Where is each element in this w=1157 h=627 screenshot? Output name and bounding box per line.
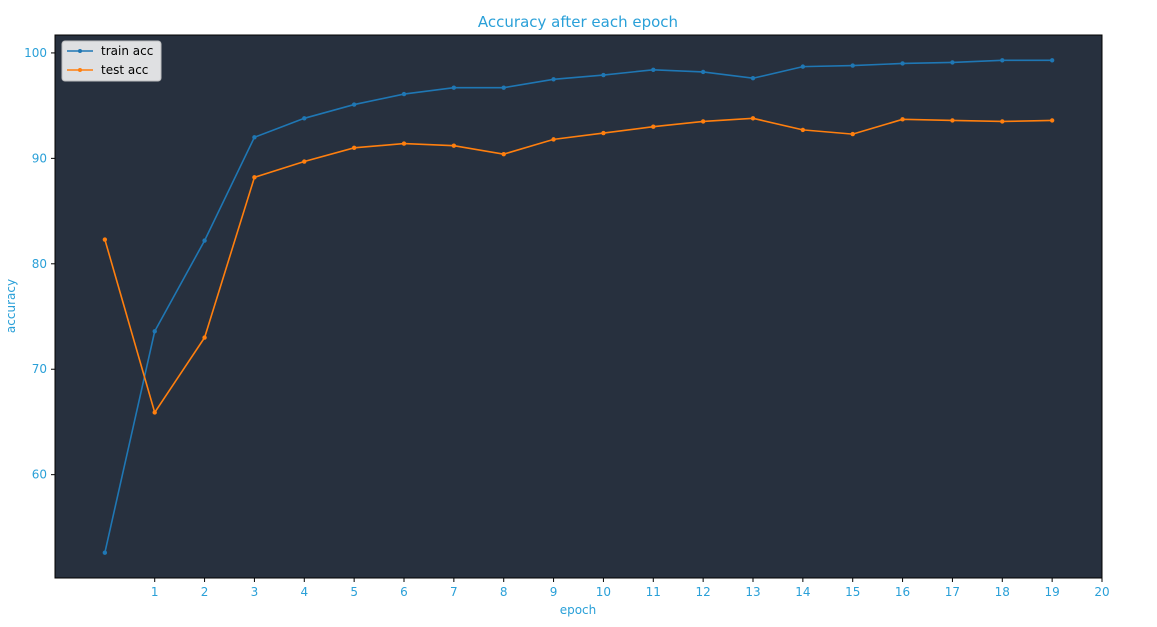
data-point-test-acc — [651, 124, 656, 129]
data-point-test-acc — [900, 117, 905, 122]
data-point-train-acc — [302, 116, 307, 121]
data-point-test-acc — [102, 237, 108, 242]
legend-marker-test — [78, 68, 82, 72]
data-point-test-acc — [750, 116, 756, 121]
x-tick-label: 2 — [201, 585, 209, 599]
y-axis: 60 70 80 90 100 — [24, 46, 55, 482]
x-tick-label: 6 — [400, 585, 408, 599]
data-point-train-acc — [700, 69, 706, 75]
y-tick-label: 60 — [32, 468, 47, 482]
y-axis-label: accuracy — [4, 279, 18, 333]
x-tick-label: 4 — [300, 585, 308, 599]
x-tick-label: 5 — [350, 585, 358, 599]
data-point-test-acc — [601, 130, 606, 136]
data-point-train-acc — [651, 67, 656, 72]
data-point-train-acc — [950, 60, 955, 65]
y-tick-label: 90 — [32, 151, 47, 165]
x-tick-label: 14 — [795, 585, 810, 599]
series-layer — [102, 58, 1055, 555]
data-point-train-acc — [1000, 58, 1005, 63]
data-point-test-acc — [950, 118, 955, 123]
data-point-train-acc — [601, 72, 606, 78]
data-point-test-acc — [1000, 119, 1005, 124]
y-tick-label: 70 — [32, 362, 47, 376]
x-tick-label: 17 — [945, 585, 960, 599]
data-point-train-acc — [202, 238, 207, 243]
x-tick-label: 18 — [995, 585, 1010, 599]
chart-title: Accuracy after each epoch — [478, 13, 678, 31]
plot-area — [54, 34, 1103, 579]
data-point-train-acc — [900, 61, 905, 66]
data-point-train-acc — [551, 77, 556, 82]
data-point-test-acc — [302, 159, 307, 164]
data-point-train-acc — [152, 329, 157, 334]
legend-label-test: test acc — [101, 63, 148, 77]
x-axis: 1 2 3 4 5 6 7 8 9 10 11 12 13 14 15 16 17 18 19 20 — [151, 578, 1110, 599]
x-tick-label: 16 — [895, 585, 910, 599]
series-line-train-acc — [104, 59, 1053, 553]
legend-marker-train — [78, 49, 82, 53]
data-point-test-acc — [1049, 118, 1055, 123]
data-point-train-acc — [501, 85, 506, 90]
data-point-test-acc — [551, 137, 556, 142]
data-point-test-acc — [252, 175, 257, 180]
data-point-test-acc — [700, 119, 706, 124]
x-tick-label: 9 — [550, 585, 558, 599]
series-line-test-acc — [104, 117, 1053, 415]
legend: train acc test acc — [61, 40, 162, 82]
data-point-train-acc — [451, 85, 457, 90]
x-tick-label: 1 — [151, 585, 159, 599]
x-tick-label: 12 — [696, 585, 711, 599]
y-tick-label: 100 — [24, 46, 47, 60]
data-point-test-acc — [451, 143, 457, 148]
x-tick-label: 8 — [500, 585, 508, 599]
x-tick-label: 19 — [1045, 585, 1060, 599]
x-axis-label: epoch — [560, 603, 597, 617]
y-tick-label: 80 — [32, 257, 47, 271]
data-point-train-acc — [1049, 58, 1055, 63]
data-point-train-acc — [850, 63, 855, 68]
data-point-test-acc — [152, 410, 157, 415]
x-tick-label: 13 — [745, 585, 760, 599]
data-point-test-acc — [501, 151, 506, 157]
data-point-test-acc — [800, 127, 806, 133]
data-point-train-acc — [750, 76, 756, 81]
data-point-test-acc — [850, 131, 855, 137]
x-tick-label: 7 — [450, 585, 458, 599]
x-tick-label: 10 — [596, 585, 611, 599]
x-tick-label: 20 — [1094, 585, 1109, 599]
data-point-train-acc — [351, 102, 357, 107]
data-point-train-acc — [102, 550, 108, 555]
data-point-train-acc — [252, 135, 257, 140]
x-tick-label: 3 — [251, 585, 259, 599]
legend-label-train: train acc — [101, 44, 153, 58]
data-point-test-acc — [401, 141, 407, 146]
data-point-train-acc — [800, 64, 806, 69]
x-tick-label: 11 — [646, 585, 661, 599]
data-point-test-acc — [202, 335, 207, 340]
data-point-train-acc — [401, 91, 407, 97]
x-tick-label: 15 — [845, 585, 860, 599]
data-point-test-acc — [351, 145, 357, 151]
